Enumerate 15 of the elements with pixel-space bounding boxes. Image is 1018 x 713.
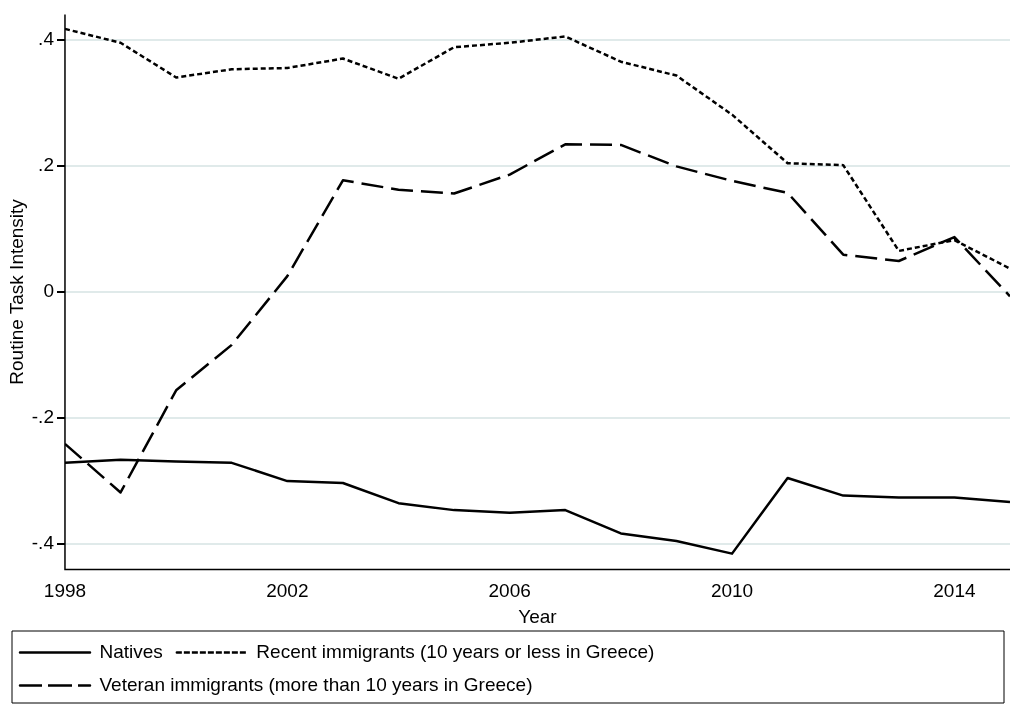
y-tick-label: .4 xyxy=(38,27,55,49)
x-tick-label: 2002 xyxy=(266,580,309,602)
legend-label: Recent immigrants (10 years or less in Greece) xyxy=(256,640,655,662)
y-tick-label: -.2 xyxy=(31,406,54,428)
x-tick-label: 2014 xyxy=(933,580,976,602)
x-tick-label: 1998 xyxy=(43,580,87,602)
y-tick-label: .2 xyxy=(38,154,54,175)
y-tick-label: -.4 xyxy=(31,532,55,554)
y-tick-label: 0 xyxy=(43,280,54,302)
x-tick-label: 2010 xyxy=(710,580,754,602)
x-axis-title: Year xyxy=(518,605,558,627)
legend-label: Natives xyxy=(99,640,163,662)
x-tick-label: 2006 xyxy=(488,580,531,602)
y-axis-title: Routine Task Intensity xyxy=(5,198,27,385)
legend-label: Veteran immigrants (more than 10 years in Greece) xyxy=(99,673,533,695)
